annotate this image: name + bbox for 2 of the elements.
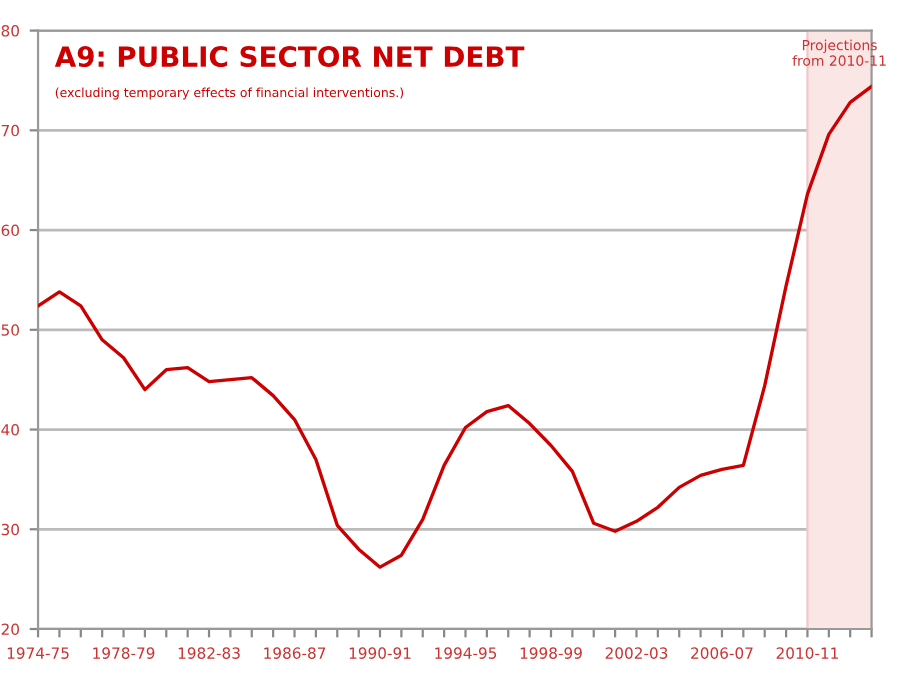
chart-title: A9: PUBLIC SECTOR NET DEBT — [54, 46, 525, 68]
line-series — [38, 84, 872, 569]
